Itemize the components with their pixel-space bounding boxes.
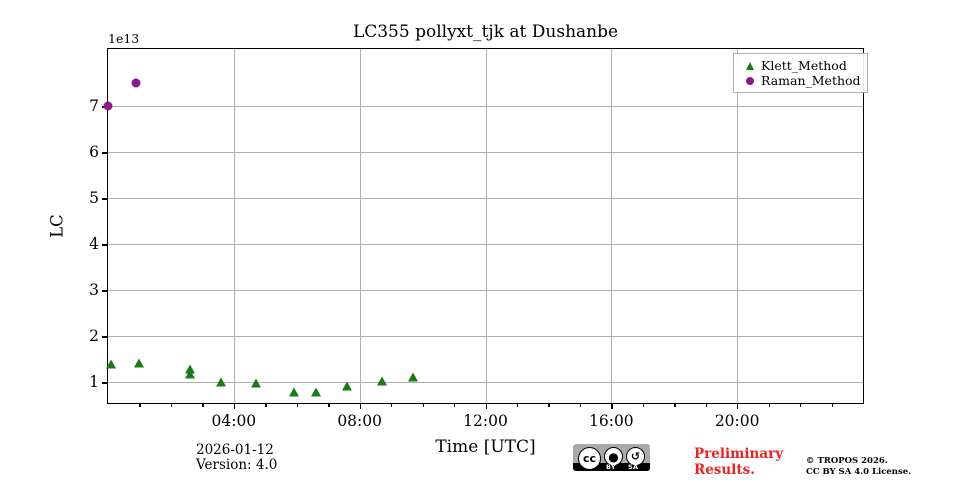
plot-area: 1 2 3 4 5 6 7 04:00 08:00 12:00 16:00 20:00 — [89, 48, 864, 430]
x-axis-minor-tick — [579, 403, 582, 407]
copyright-line-1: © TROPOS 2026. — [806, 456, 888, 466]
x-axis-minor-tick — [705, 403, 707, 407]
data-point-raman-method — [131, 78, 141, 88]
preliminary-line-2: Results. — [694, 461, 755, 478]
y-axis-tick — [102, 290, 108, 292]
cc-by-text: BY — [606, 463, 616, 471]
page-title: LC355 pollyxt_tjk at Dushanbe — [352, 22, 619, 42]
gridline-vertical — [485, 49, 487, 403]
x-axis-tick — [359, 403, 361, 409]
footer-date-block: 2026-01-12 Version: 4.0 — [196, 443, 277, 473]
data-point-klett-method — [342, 381, 353, 391]
legend-label-raman: Raman_Method — [761, 73, 861, 88]
x-axis-tick-label: 08:00 — [337, 412, 382, 430]
x-axis-minor-tick — [170, 403, 173, 407]
legend-label-klett: Klett_Method — [761, 58, 847, 73]
y-axis-tick-label: 3 — [89, 281, 99, 300]
x-axis-minor-tick — [516, 403, 519, 407]
y-axis-tick-label: 7 — [89, 97, 99, 116]
x-axis-tick — [611, 403, 613, 409]
cc-sa-icon: ↺ — [626, 447, 645, 466]
data-point-raman-method — [103, 101, 113, 111]
x-axis-minor-tick — [674, 403, 676, 407]
x-axis-minor-tick — [422, 403, 424, 407]
x-axis-tick-label: 20:00 — [714, 412, 760, 430]
x-axis-minor-tick — [642, 403, 645, 407]
legend-item-klett[interactable]: Klett_Method — [739, 58, 861, 73]
gridline-vertical — [233, 49, 235, 403]
version-text: Version: 4.0 — [196, 457, 278, 473]
gridline-vertical — [611, 49, 613, 403]
measurement-date: 2026-01-12 — [196, 442, 274, 458]
data-point-klett-method — [408, 372, 419, 382]
y-axis-tick-label: 5 — [89, 189, 99, 208]
x-axis-minor-tick — [202, 403, 204, 407]
y-axis-tick-label: 4 — [89, 235, 99, 254]
y-axis-offset-label: 1e13 — [108, 31, 140, 46]
gridline-vertical — [359, 49, 361, 403]
data-point-klett-method — [216, 377, 227, 387]
cc-license-badge-icon[interactable]: cc ● ↺ BY SA — [573, 444, 650, 471]
x-axis-tick-label: 12:00 — [463, 412, 508, 430]
y-axis-tick-label: 1 — [89, 373, 99, 392]
x-axis-minor-tick — [454, 403, 456, 407]
y-axis-tick — [102, 198, 108, 200]
x-axis-minor-tick — [328, 403, 330, 407]
preliminary-line-1: Preliminary — [694, 446, 784, 462]
preliminary-results-note: Preliminary Results. — [694, 446, 784, 478]
gridline-vertical — [737, 49, 739, 403]
x-axis-minor-tick — [296, 403, 299, 407]
x-axis-label: Time [UTC] — [435, 437, 536, 457]
y-axis-tick — [102, 244, 108, 246]
data-point-klett-method — [106, 359, 117, 369]
cc-logo-icon: cc — [578, 447, 601, 470]
circle-marker-icon — [739, 76, 761, 85]
y-axis-tick-label: 2 — [89, 327, 99, 346]
x-axis-minor-tick — [768, 403, 770, 407]
y-axis-label: LC — [47, 214, 67, 238]
x-axis-tick — [737, 403, 739, 409]
data-point-klett-method — [376, 376, 387, 386]
x-axis-tick — [485, 403, 487, 409]
x-axis-minor-tick — [265, 403, 267, 407]
cc-sa-text: SA — [628, 463, 639, 471]
y-axis-tick — [102, 152, 108, 154]
x-axis-minor-tick — [139, 403, 141, 407]
data-point-klett-method — [288, 387, 299, 397]
x-axis-tick-label: 16:00 — [588, 412, 634, 430]
triangle-marker-icon — [739, 61, 761, 70]
x-axis-minor-tick — [391, 403, 393, 407]
y-axis-tick-label: 6 — [89, 143, 99, 162]
data-point-klett-method — [250, 378, 261, 388]
x-axis-minor-tick — [831, 403, 833, 407]
data-point-klett-method — [310, 387, 321, 396]
copyright-note: © TROPOS 2026. CC BY SA 4.0 License. — [806, 456, 911, 478]
x-axis-tick — [233, 403, 236, 409]
data-point-klett-method — [134, 358, 145, 368]
y-axis-tick — [102, 382, 108, 384]
legend-item-raman[interactable]: Raman_Method — [739, 73, 861, 88]
legend: Klett_Method Raman_Method — [733, 53, 868, 93]
cc-by-icon: ● — [604, 447, 623, 466]
x-axis-tick-label: 04:00 — [211, 412, 257, 430]
copyright-line-2: CC BY SA 4.0 License. — [806, 467, 912, 477]
x-axis-minor-tick — [800, 403, 802, 407]
y-axis-tick — [102, 336, 108, 338]
x-axis-minor-tick — [548, 403, 550, 407]
data-point-klett-method — [184, 369, 195, 379]
